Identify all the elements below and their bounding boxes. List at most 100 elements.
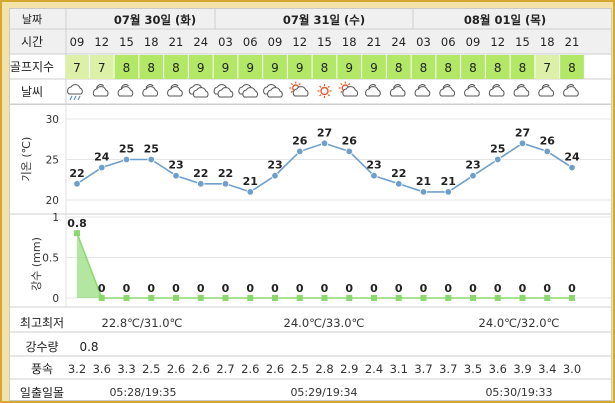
precip-tick-label: 0: [52, 293, 59, 305]
cloud-shape: [92, 86, 109, 97]
sun-ray: [290, 90, 293, 94]
partly-cloudy-icon: [92, 84, 109, 97]
temp-point: [246, 188, 254, 196]
temp-data-label: 21: [243, 175, 258, 188]
wind-speed-value: 3.1: [390, 362, 408, 376]
date-label: 날짜: [22, 13, 42, 26]
temp-data-label: 24: [564, 151, 580, 164]
golf-index-value: 8: [321, 61, 329, 75]
cloud-shape: [538, 86, 555, 97]
wind-speed-value: 2.9: [340, 362, 358, 376]
cloud-shape: [464, 86, 480, 97]
golf-index-cell: [312, 55, 337, 79]
temp-tick-label: 20: [46, 195, 59, 207]
sun-ray: [327, 94, 330, 97]
golf-index-cell: [139, 55, 164, 79]
temp-data-label: 22: [391, 167, 406, 180]
golf-index-value: 9: [222, 61, 230, 75]
hour-cell: 12: [292, 35, 307, 49]
temp-point: [197, 180, 205, 188]
wind-speed-value: 3.6: [93, 362, 111, 376]
temp-point: [469, 171, 477, 180]
hour-cell: 12: [94, 35, 109, 49]
hour-cell: 21: [169, 35, 184, 49]
golf-index-value: 8: [123, 61, 131, 75]
precip-data-label: 0: [395, 282, 403, 295]
precip-data-label: 0: [123, 282, 131, 295]
temp-point: [172, 171, 180, 180]
temp-point: [395, 180, 403, 188]
precip-point: [371, 295, 377, 301]
wind-speed-value: 3.3: [117, 362, 135, 376]
precip-point: [148, 295, 155, 301]
golf-index-value: 9: [271, 61, 279, 75]
temp-data-label: 27: [515, 126, 530, 139]
sunrise-label: 일출일몰: [20, 386, 64, 400]
temp-data-label: 25: [119, 143, 134, 156]
temp-point: [320, 139, 329, 147]
golf-index-cell: [114, 55, 139, 79]
precip-data-label: 0: [147, 282, 155, 295]
precip-point: [494, 295, 501, 301]
precip-point: [321, 295, 328, 301]
wind-speed-value: 3.5: [464, 362, 482, 376]
cloud-shape: [365, 86, 381, 97]
temp-point: [73, 180, 81, 188]
precip-point: [569, 295, 575, 301]
cloud-shape: [563, 86, 579, 97]
temp-point: [494, 155, 502, 164]
wind-speed-value: 3.4: [538, 362, 556, 376]
golf-index-value: 8: [172, 61, 180, 75]
day-header-3: 08월 01일 (목): [464, 13, 546, 27]
precip-point: [173, 295, 179, 301]
precip-data-label: 0: [370, 282, 378, 295]
golf-index-value: 8: [519, 61, 527, 75]
temp-tick-label: 25: [46, 155, 59, 167]
minmax-day-2: 24.0℃/33.0℃: [284, 316, 365, 330]
wind-speed-value: 2.7: [216, 362, 234, 376]
precip-data-label: 0: [98, 282, 106, 295]
day-header-2: 07월 31일 (수): [283, 13, 365, 27]
precip-point: [445, 295, 452, 301]
hour-cell: 24: [193, 35, 208, 49]
hour-cell: 15: [119, 35, 134, 49]
partly-cloudy-icon: [439, 84, 456, 97]
precip-data-label: 0: [321, 282, 329, 295]
golf-index-value: 9: [296, 61, 304, 75]
temp-point: [518, 139, 527, 147]
golf-index-cell: [213, 55, 238, 79]
sun-day-2: 05:29/19:34: [290, 386, 357, 399]
wind-speed-value: 2.5: [291, 362, 309, 376]
hour-cell: 03: [218, 35, 233, 49]
wind-speed-value: 3.6: [489, 362, 507, 376]
temp-point: [296, 147, 304, 156]
temp-data-label: 23: [267, 159, 282, 172]
precip-point: [74, 230, 80, 237]
temp-point: [147, 155, 155, 164]
wind-speed-value: 2.4: [365, 362, 383, 376]
precip-data-label: 0: [469, 282, 477, 295]
wind-speed-value: 2.6: [266, 362, 284, 376]
cloud-shape: [142, 86, 159, 97]
partly-cloudy-icon: [563, 84, 579, 97]
hour-cell: 21: [565, 35, 580, 49]
forecast-table: 날짜 시간 골프지수 날씨 07월 30일 (화) 07월 31일 (수) 08…: [9, 8, 612, 401]
partly-cloudy-icon: [167, 84, 183, 97]
weather-label: 날씨: [21, 85, 43, 99]
precip-point: [272, 295, 278, 301]
temp-data-label: 26: [342, 134, 358, 147]
temp-data-label: 22: [193, 167, 208, 180]
partly-cloudy-icon: [142, 84, 159, 97]
hour-cell: 18: [342, 35, 357, 49]
temp-point: [98, 163, 106, 172]
temp-point: [568, 163, 576, 172]
cloudy-icon: [238, 84, 259, 98]
hour-cell: 03: [416, 35, 431, 49]
precip-point: [395, 295, 402, 301]
hour-cell: 15: [515, 35, 530, 49]
temp-point: [122, 155, 131, 164]
partly-cloudy-icon: [414, 84, 431, 97]
wind-speed-value: 3.7: [414, 362, 432, 376]
golf-index-cell: [386, 55, 411, 79]
temp-data-label: 23: [366, 159, 381, 172]
